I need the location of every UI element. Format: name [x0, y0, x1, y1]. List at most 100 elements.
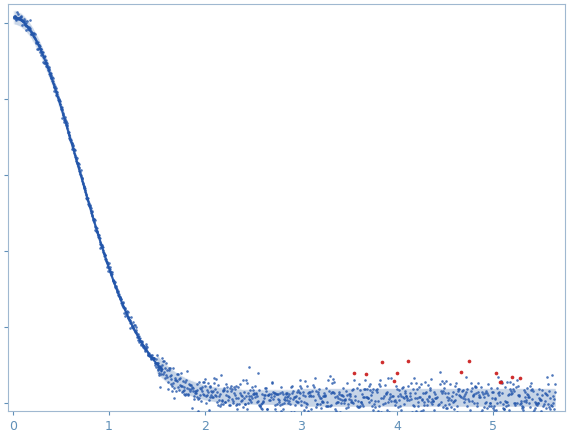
- Point: [377, 394, 386, 401]
- Point: [430, 406, 439, 413]
- Point: [397, 392, 406, 399]
- Point: [440, 401, 449, 408]
- Point: [242, 406, 251, 413]
- Point: [39, 53, 48, 60]
- Point: [92, 228, 101, 235]
- Point: [46, 73, 55, 80]
- Point: [362, 394, 372, 401]
- Point: [60, 119, 69, 126]
- Point: [78, 177, 87, 184]
- Point: [141, 347, 150, 354]
- Point: [14, 14, 23, 21]
- Point: [117, 299, 126, 306]
- Point: [475, 394, 484, 401]
- Point: [129, 325, 138, 332]
- Point: [265, 391, 274, 398]
- Point: [18, 17, 27, 24]
- Point: [139, 342, 148, 349]
- Point: [98, 248, 108, 255]
- Point: [100, 251, 109, 258]
- Point: [179, 384, 188, 391]
- Point: [73, 160, 82, 166]
- Point: [50, 84, 59, 91]
- Point: [472, 389, 481, 396]
- Point: [92, 227, 101, 234]
- Point: [459, 386, 468, 393]
- Point: [328, 375, 337, 382]
- Point: [147, 352, 156, 359]
- Point: [430, 389, 439, 396]
- Point: [264, 397, 273, 404]
- Point: [152, 361, 161, 368]
- Point: [150, 355, 159, 362]
- Point: [33, 41, 42, 48]
- Point: [162, 371, 171, 378]
- Point: [440, 389, 450, 396]
- Point: [62, 120, 71, 127]
- Point: [372, 386, 381, 393]
- Point: [19, 18, 28, 25]
- Point: [468, 385, 477, 392]
- Point: [547, 371, 556, 378]
- Point: [80, 183, 89, 190]
- Point: [211, 375, 220, 382]
- Point: [549, 393, 558, 400]
- Point: [122, 308, 131, 315]
- Point: [452, 390, 461, 397]
- Point: [459, 393, 468, 400]
- Point: [382, 388, 391, 395]
- Point: [288, 396, 298, 403]
- Point: [489, 388, 498, 395]
- Point: [129, 325, 138, 332]
- Point: [112, 283, 121, 290]
- Point: [475, 392, 484, 399]
- Point: [196, 385, 205, 392]
- Point: [373, 408, 382, 415]
- Point: [357, 399, 366, 406]
- Point: [42, 63, 51, 70]
- Point: [429, 398, 438, 405]
- Point: [47, 75, 56, 82]
- Point: [88, 208, 97, 215]
- Point: [324, 387, 333, 394]
- Point: [158, 361, 167, 368]
- Point: [15, 14, 24, 21]
- Point: [172, 388, 181, 395]
- Point: [164, 367, 173, 374]
- Point: [295, 395, 304, 402]
- Point: [464, 357, 473, 364]
- Point: [185, 387, 195, 394]
- Point: [214, 392, 223, 399]
- Point: [391, 382, 401, 389]
- Point: [538, 403, 547, 410]
- Point: [95, 241, 104, 248]
- Point: [84, 198, 93, 205]
- Point: [118, 298, 127, 305]
- Point: [360, 394, 369, 401]
- Point: [137, 340, 146, 347]
- Point: [139, 343, 149, 350]
- Point: [79, 185, 88, 192]
- Point: [155, 369, 164, 376]
- Point: [114, 292, 123, 299]
- Point: [217, 397, 226, 404]
- Point: [69, 149, 79, 156]
- Point: [106, 269, 116, 276]
- Point: [125, 317, 134, 324]
- Point: [436, 399, 446, 406]
- Point: [130, 321, 139, 328]
- Point: [248, 395, 257, 402]
- Point: [279, 399, 288, 406]
- Point: [100, 253, 109, 260]
- Point: [185, 380, 194, 387]
- Point: [277, 407, 286, 414]
- Point: [414, 383, 423, 390]
- Point: [413, 399, 422, 406]
- Point: [182, 391, 191, 398]
- Point: [176, 382, 185, 389]
- Point: [349, 385, 358, 392]
- Point: [336, 395, 345, 402]
- Point: [134, 333, 143, 340]
- Point: [119, 303, 128, 310]
- Point: [290, 408, 299, 415]
